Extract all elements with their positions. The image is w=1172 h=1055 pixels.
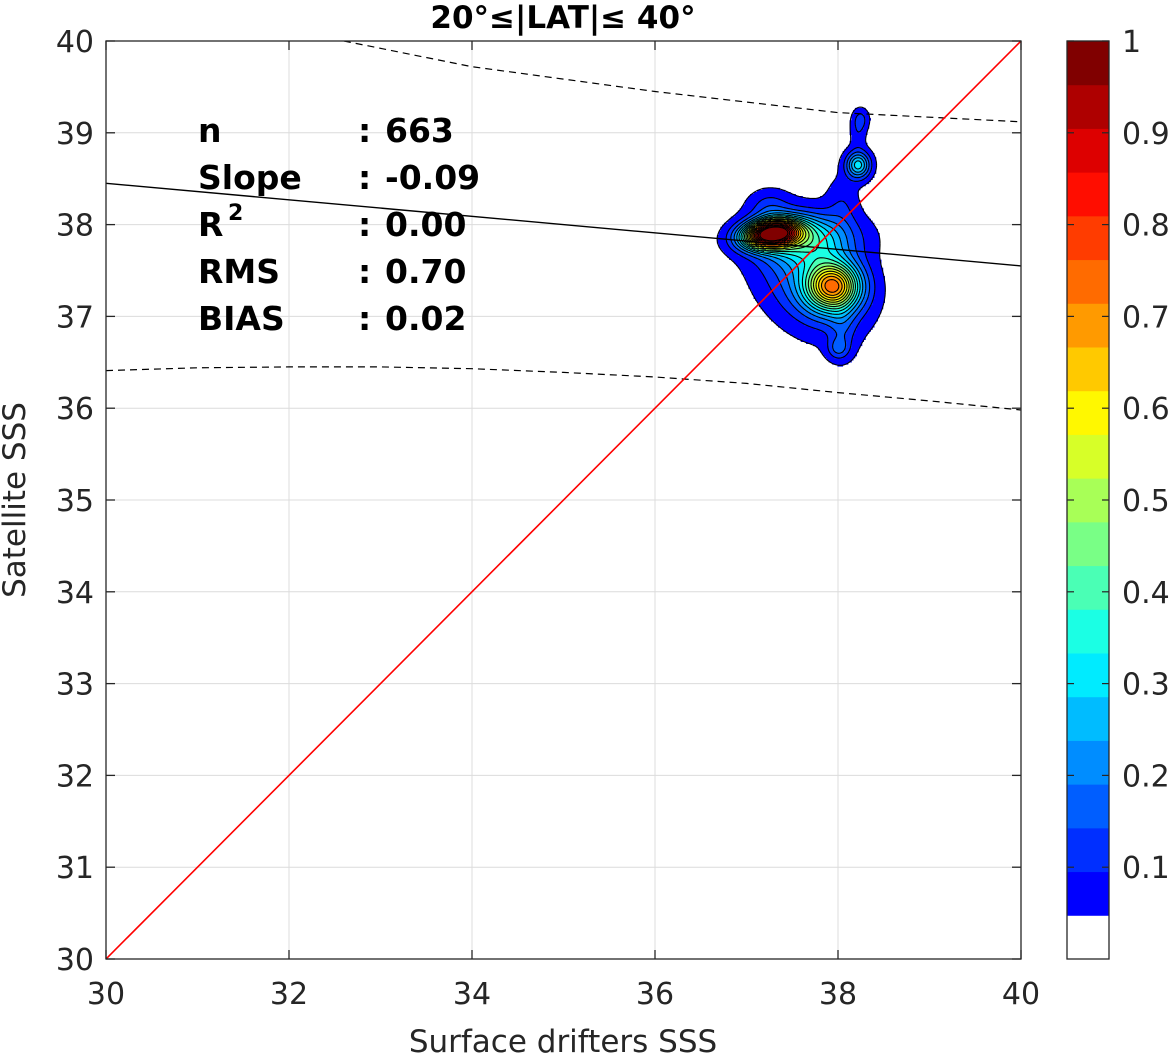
colorbar-tick-label: 0.6: [1122, 392, 1170, 427]
contour-line-3: [730, 151, 871, 354]
colorbar-segment: [1067, 41, 1109, 86]
colorbar-segment: [1067, 871, 1109, 916]
chart-title: 20°≤|LAT|≤ 40°: [430, 0, 695, 36]
x-tick-label: 32: [270, 977, 308, 1012]
y-tick-label: 40: [56, 25, 94, 60]
y-tick-label: 36: [56, 392, 94, 427]
colorbar-tick-label: 0.5: [1122, 484, 1170, 519]
colorbar-tick-label: 0.7: [1122, 300, 1170, 335]
colorbar-tick-label: 1: [1122, 25, 1141, 60]
y-tick-label: 34: [56, 576, 94, 611]
contour-line-1: [716, 106, 886, 366]
stat-value: 0.00: [385, 205, 466, 244]
colorbar-tick-label: 0.8: [1122, 209, 1170, 244]
colorbar-tick-label: 0.3: [1122, 668, 1170, 703]
contour-line-2: [725, 113, 876, 359]
stat-label: Slope: [198, 158, 302, 197]
y-tick-label: 37: [56, 300, 94, 335]
contour-line-12: [748, 220, 848, 301]
regression-line: [106, 182, 1021, 267]
fit-lines: [106, 41, 1021, 959]
x-tick-label: 30: [87, 977, 125, 1012]
x-tick-label: 40: [1002, 977, 1040, 1012]
colorbar-segment: [1067, 827, 1109, 873]
colorbar-tick-label: 0.4: [1122, 576, 1170, 611]
colorbar-segment: [1067, 84, 1109, 129]
stat-value: 0.02: [385, 299, 466, 338]
y-tick-label: 39: [56, 117, 94, 152]
y-tick-label: 33: [56, 668, 94, 703]
y-tick-label: 30: [56, 943, 94, 978]
identity-line: [106, 41, 1021, 959]
colorbar-segment: [1067, 521, 1109, 567]
stat-separator: :: [358, 299, 371, 338]
stat-label: R: [198, 205, 223, 244]
y-tick-label: 38: [56, 209, 94, 244]
stat-label: BIAS: [198, 299, 285, 338]
stat-superscript: 2: [228, 201, 243, 226]
axis-ticks: 30 32 34 36 38 40 30 31 32 33 34 35 36 37 38 39 40: [56, 25, 1040, 1012]
x-axis-label: Surface drifters SSS: [409, 1024, 717, 1055]
colorbar-segment: [1067, 347, 1109, 392]
colorbar-segment: [1067, 259, 1109, 304]
confidence-lower-line: [106, 366, 1021, 411]
colorbar-segment: [1067, 390, 1109, 435]
stat-value: -0.09: [385, 158, 480, 197]
colorbar-tick-label: 0.2: [1122, 759, 1170, 794]
colorbar-tick-label: 0.1: [1122, 851, 1170, 886]
stat-label: n: [198, 111, 222, 150]
stat-label: RMS: [198, 252, 280, 291]
confidence-upper-line: [343, 41, 1021, 123]
colorbar-segment: [1067, 172, 1109, 217]
density-level-20: [760, 226, 789, 242]
colorbar-segment: [1067, 565, 1109, 610]
y-tick-label: 35: [56, 484, 94, 519]
stat-value: 663: [385, 111, 454, 150]
stat-separator: :: [358, 158, 371, 197]
colorbar-segment: [1067, 303, 1109, 348]
y-tick-label: 31: [56, 851, 94, 886]
contour-line-5: [736, 157, 865, 319]
density-contours: [716, 106, 886, 367]
contour-line-8: [742, 216, 857, 310]
colorbar-segment: [1067, 696, 1109, 741]
stat-separator: :: [358, 205, 371, 244]
contour-line-6: [738, 160, 863, 315]
colorbar-segment: [1067, 215, 1109, 261]
colorbar-segment-empty: [1067, 915, 1109, 959]
stat-separator: :: [358, 252, 371, 291]
colorbar-tick-label: 0.9: [1122, 117, 1170, 152]
x-tick-label: 36: [636, 977, 674, 1012]
stat-separator: :: [358, 111, 371, 150]
colorbar-segment: [1067, 609, 1109, 654]
contour-line-7: [740, 215, 859, 312]
y-axis-label: Satellite SSS: [0, 402, 33, 598]
x-tick-label: 34: [453, 977, 491, 1012]
x-tick-label: 38: [819, 977, 857, 1012]
colorbar-segment: [1067, 434, 1109, 479]
contour-line-20: [759, 226, 789, 242]
colorbar-segment: [1067, 784, 1109, 829]
colorbar-segment: [1067, 653, 1109, 698]
colorbar-segment: [1067, 128, 1109, 173]
colorbar: 0.1 0.2 0.3 0.4 0.5 0.6 0.7 0.8 0.9 1: [1066, 25, 1170, 960]
y-tick-label: 32: [56, 759, 94, 794]
stat-value: 0.70: [385, 252, 466, 291]
colorbar-segment: [1067, 740, 1109, 785]
